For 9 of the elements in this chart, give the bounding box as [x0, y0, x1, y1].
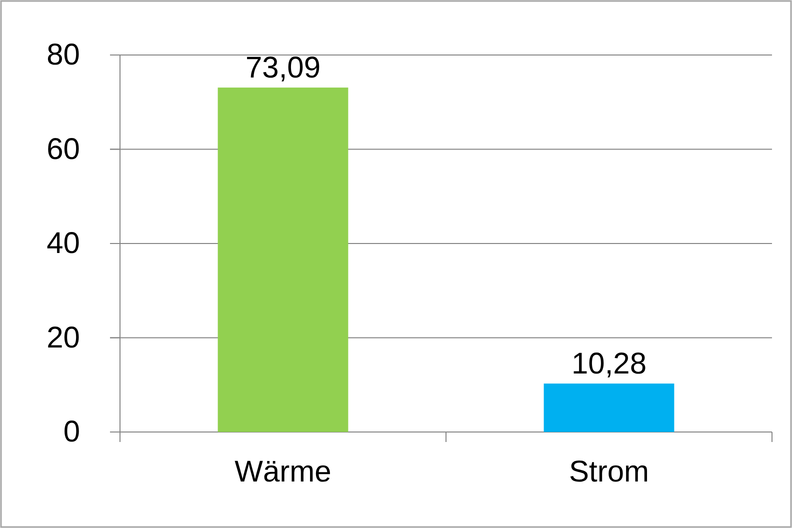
data-label: 10,28: [571, 348, 647, 381]
x-tick-label: Wärme: [234, 455, 332, 488]
y-tick-label: 0: [63, 416, 80, 449]
y-tick-label: 20: [46, 321, 80, 354]
x-tick-label: Strom: [568, 455, 650, 488]
y-tick-label: 80: [46, 38, 80, 72]
y-tick-label: 60: [46, 132, 80, 166]
y-tick-label: 40: [46, 227, 80, 260]
data-label: 73,09: [245, 52, 321, 85]
